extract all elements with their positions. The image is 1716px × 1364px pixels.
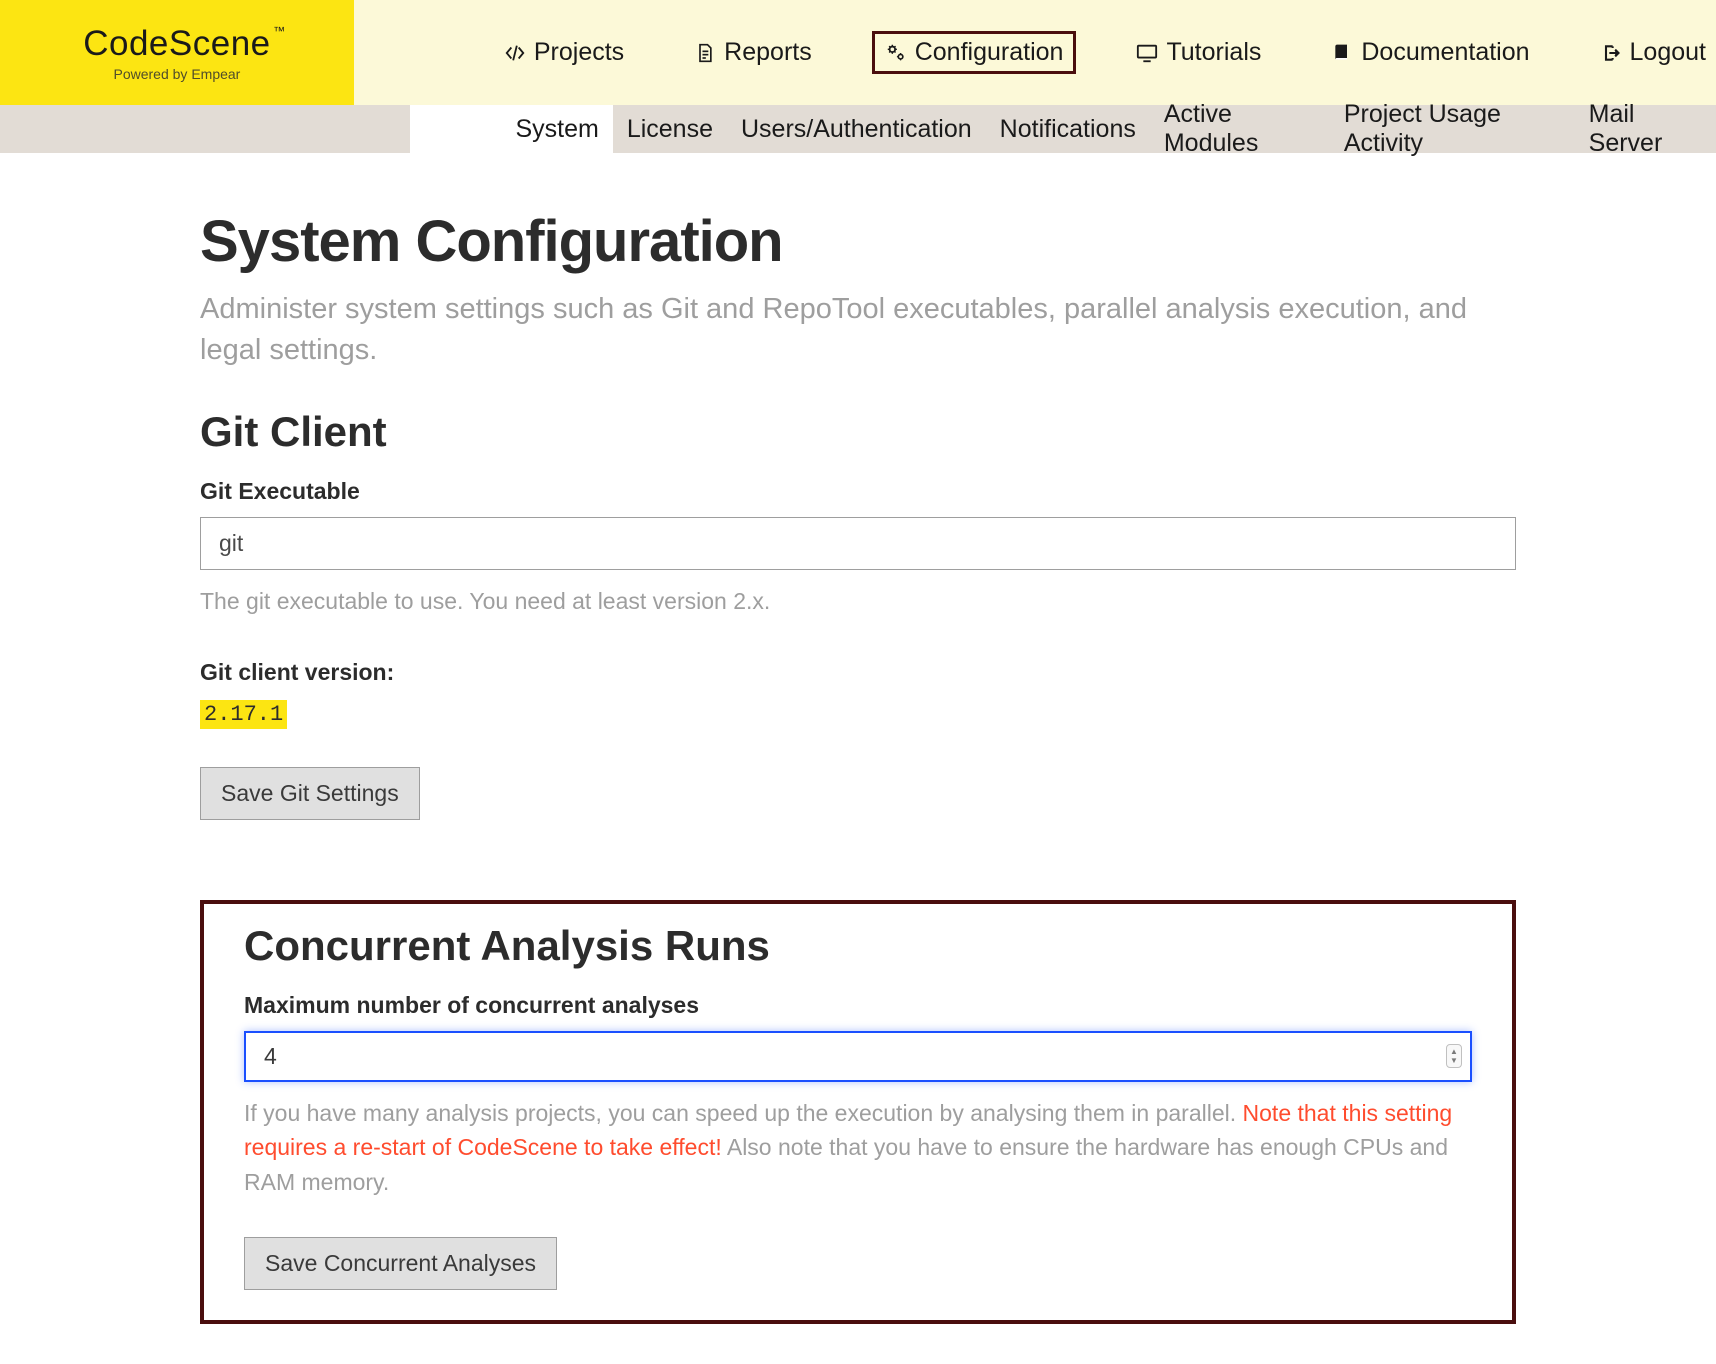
subnav-label: Project Usage Activity: [1344, 100, 1561, 158]
save-concurrent-button[interactable]: Save Concurrent Analyses: [244, 1237, 557, 1290]
save-git-button[interactable]: Save Git Settings: [200, 767, 420, 820]
nav-label: Logout: [1630, 38, 1706, 67]
subnav-users[interactable]: Users/Authentication: [727, 105, 986, 153]
concurrent-section: Concurrent Analysis Runs Maximum number …: [200, 900, 1516, 1325]
nav-label: Projects: [534, 38, 624, 67]
subnav-system[interactable]: System: [501, 105, 612, 153]
page-description: Administer system settings such as Git a…: [200, 289, 1516, 370]
main-nav: Projects Reports Configuration Tutorials…: [354, 0, 1716, 105]
nav-label: Tutorials: [1166, 38, 1261, 67]
git-version-badge: 2.17.1: [200, 700, 287, 729]
subnav-label: Active Modules: [1164, 100, 1316, 158]
document-icon: [694, 42, 716, 64]
sub-nav-spacer: [410, 105, 501, 153]
concurrent-input-wrap: ▲ ▼: [244, 1031, 1472, 1082]
nav-documentation[interactable]: Documentation: [1321, 32, 1539, 73]
number-stepper[interactable]: ▲ ▼: [1446, 1044, 1462, 1068]
subnav-label: System: [515, 115, 598, 144]
content-area: System Configuration Administer system s…: [0, 153, 1716, 1364]
sub-nav: System License Users/Authentication Noti…: [0, 105, 1716, 153]
subnav-usage[interactable]: Project Usage Activity: [1330, 105, 1575, 153]
subnav-label: Users/Authentication: [741, 115, 972, 144]
nav-label: Documentation: [1361, 38, 1529, 67]
concurrent-max-input[interactable]: [244, 1031, 1472, 1082]
subnav-label: Notifications: [1000, 115, 1136, 144]
trademark-icon: ™: [273, 24, 286, 38]
logo-tagline: Powered by Empear: [114, 66, 241, 82]
nav-projects[interactable]: Projects: [494, 32, 634, 73]
logo-text: CodeScene™: [83, 24, 270, 64]
subnav-notifications[interactable]: Notifications: [986, 105, 1150, 153]
help-pre: If you have many analysis projects, you …: [244, 1100, 1243, 1126]
book-icon: [1331, 42, 1353, 64]
subnav-license[interactable]: License: [613, 105, 727, 153]
subnav-mail[interactable]: Mail Server: [1575, 105, 1716, 153]
chevron-down-icon: ▼: [1450, 1056, 1458, 1065]
nav-tutorials[interactable]: Tutorials: [1126, 32, 1271, 73]
concurrent-help: If you have many analysis projects, you …: [244, 1096, 1472, 1200]
subnav-label: Mail Server: [1589, 100, 1702, 158]
nav-reports[interactable]: Reports: [684, 32, 822, 73]
concurrent-max-label: Maximum number of concurrent analyses: [244, 992, 1472, 1019]
git-version-label: Git client version:: [200, 659, 1516, 686]
git-heading: Git Client: [200, 408, 1516, 456]
git-exec-label: Git Executable: [200, 478, 1516, 505]
concurrent-heading: Concurrent Analysis Runs: [244, 922, 1472, 970]
monitor-icon: [1136, 42, 1158, 64]
gears-icon: [885, 42, 907, 64]
nav-logout[interactable]: Logout: [1590, 32, 1716, 73]
top-header: CodeScene™ Powered by Empear Projects Re…: [0, 0, 1716, 105]
subnav-active-modules[interactable]: Active Modules: [1150, 105, 1330, 153]
page-title: System Configuration: [200, 208, 1516, 275]
nav-label: Reports: [724, 38, 812, 67]
logo-brand: CodeScene: [83, 24, 270, 63]
nav-label: Configuration: [915, 38, 1064, 67]
code-icon: [504, 42, 526, 64]
logout-icon: [1600, 42, 1622, 64]
nav-configuration[interactable]: Configuration: [872, 31, 1077, 74]
git-exec-input[interactable]: [200, 517, 1516, 570]
subnav-label: License: [627, 115, 713, 144]
git-exec-help: The git executable to use. You need at l…: [200, 584, 1516, 619]
logo-block[interactable]: CodeScene™ Powered by Empear: [0, 0, 354, 105]
chevron-up-icon: ▲: [1450, 1047, 1458, 1056]
